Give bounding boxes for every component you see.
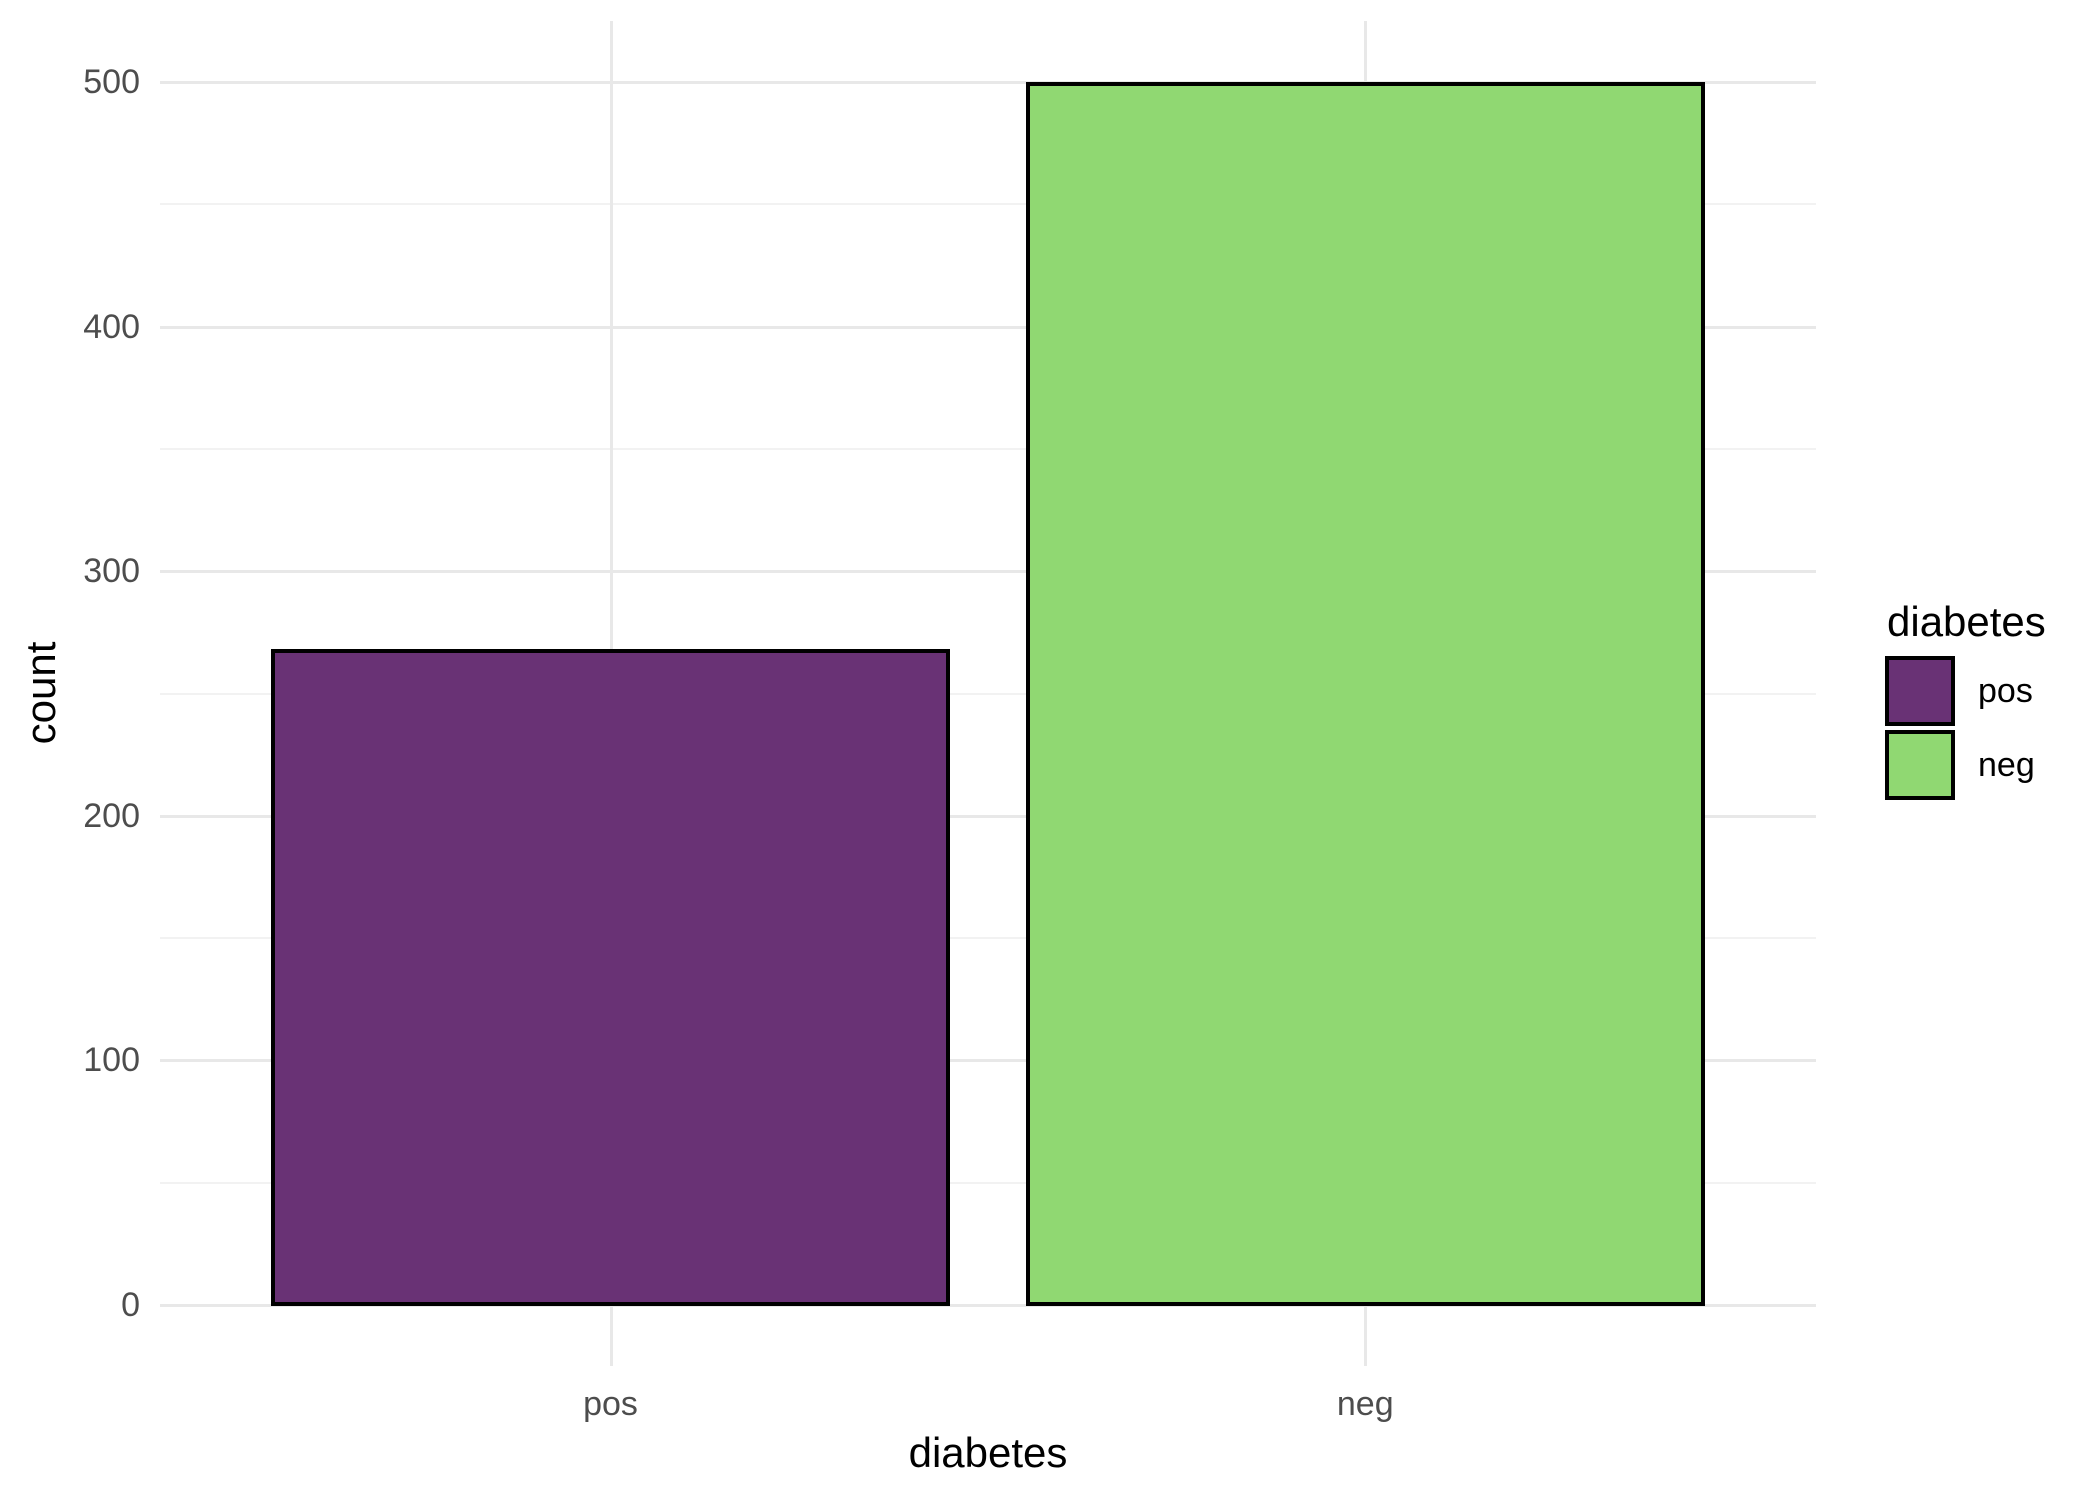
y-tick-label: 400 bbox=[83, 307, 140, 346]
y-major-gridline bbox=[160, 325, 1816, 329]
legend-title: diabetes bbox=[1887, 598, 2046, 645]
x-tick-label: pos bbox=[583, 1385, 638, 1423]
y-minor-gridline bbox=[160, 937, 1816, 940]
y-minor-gridline bbox=[160, 447, 1816, 450]
y-minor-gridline bbox=[160, 203, 1816, 206]
y-major-gridline bbox=[160, 81, 1816, 84]
legend-label-neg: neg bbox=[1978, 746, 2035, 784]
y-major-gridline bbox=[160, 1304, 1816, 1307]
y-major-gridline bbox=[160, 1059, 1816, 1063]
x-tick-label: neg bbox=[1336, 1385, 1394, 1423]
legend-label-pos: pos bbox=[1978, 672, 2033, 710]
y-major-gridline bbox=[160, 570, 1816, 574]
y-minor-gridline bbox=[160, 1181, 1816, 1184]
legend-swatch-neg bbox=[1885, 730, 1955, 800]
plot-panel bbox=[160, 21, 1816, 1366]
legend-swatch-pos bbox=[1885, 656, 1955, 726]
y-tick-label: 0 bbox=[121, 1286, 140, 1324]
y-minor-gridline bbox=[160, 692, 1816, 695]
bar-neg bbox=[1025, 82, 1705, 1306]
y-tick-label: 100 bbox=[83, 1041, 140, 1080]
y-tick-label: 300 bbox=[83, 552, 140, 591]
x-axis-title: diabetes bbox=[908, 1429, 1068, 1476]
y-axis-title: count bbox=[17, 641, 64, 745]
y-major-gridline bbox=[160, 814, 1816, 818]
y-tick-label: 500 bbox=[83, 63, 140, 101]
y-tick-label: 200 bbox=[83, 796, 140, 835]
bar-pos bbox=[271, 649, 950, 1306]
